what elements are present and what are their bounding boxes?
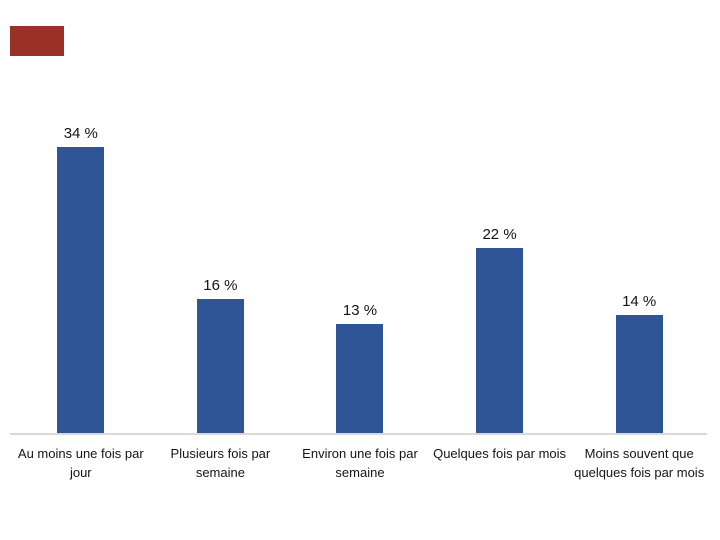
bar: [57, 147, 105, 433]
value-label: 22 %: [482, 226, 517, 244]
plot-area: 34 % 16 % 13 % 22 % 14 %: [11, 0, 709, 433]
category-label: Plusieurs fois par semaine: [170, 446, 271, 480]
x-axis-line: [10, 433, 707, 435]
bar-column: 16 %: [151, 276, 291, 433]
value-label: 34 %: [63, 125, 98, 143]
value-label: 14 %: [622, 293, 657, 311]
category-label: Au moins une fois par jour: [17, 446, 144, 480]
bar-column: 22 %: [430, 225, 570, 433]
value-label: 16 %: [203, 276, 238, 294]
value-label: 13 %: [342, 301, 378, 319]
bar: [196, 298, 244, 433]
bar: [336, 323, 384, 433]
category-label: Moins souvent que quelques fois par mois: [574, 446, 705, 480]
red-logo-block: [10, 26, 64, 56]
category-label: Quelques fois par mois: [433, 446, 567, 461]
category-axis: Au moins une fois par jour Plusieurs foi…: [11, 444, 709, 482]
bar: [476, 248, 524, 433]
bar-column: 34 %: [11, 124, 151, 433]
bar: [615, 315, 663, 433]
bar-column: 13 %: [290, 301, 430, 433]
category-label: Environ une fois par semaine: [302, 446, 418, 480]
bar-column: 14 %: [569, 292, 709, 433]
